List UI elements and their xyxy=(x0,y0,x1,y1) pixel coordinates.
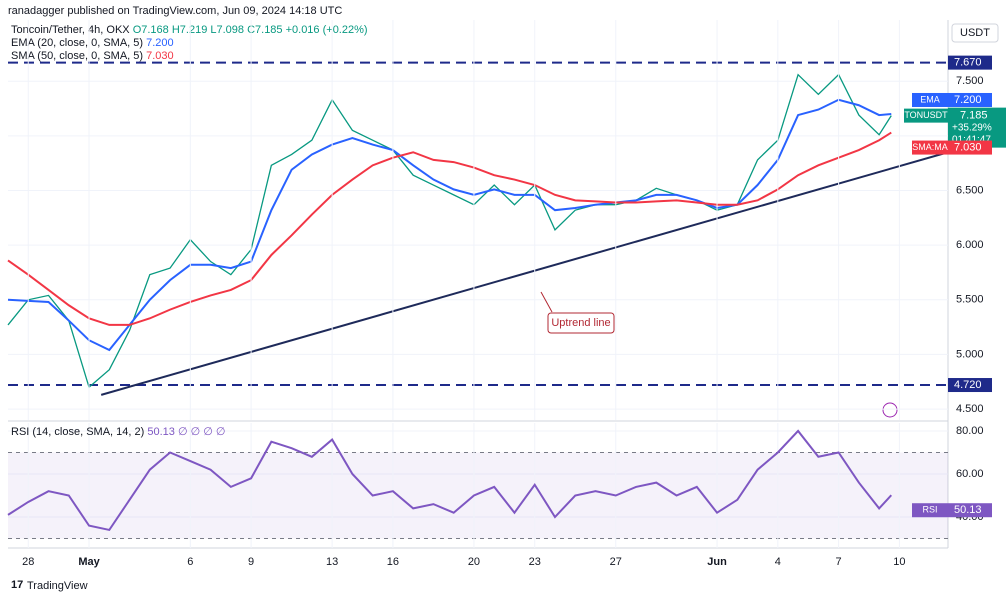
legend-part: 50.13 xyxy=(147,426,175,438)
x-tick-label: 10 xyxy=(893,556,905,568)
y-tick-label: 6.500 xyxy=(956,184,984,196)
tag-name-box xyxy=(912,503,948,518)
level-label: 4.720 xyxy=(954,379,982,391)
tag-name: EMA xyxy=(920,94,940,104)
publisher: ranadagger published on TradingView.com,… xyxy=(8,5,342,17)
x-tick-label: 4 xyxy=(775,556,781,568)
symbol-tag-label: TONUSDT xyxy=(904,110,948,120)
series-line xyxy=(7,429,893,532)
x-tick-label: 16 xyxy=(387,556,399,568)
x-tick-label: 28 xyxy=(22,556,34,568)
footer: TradingView xyxy=(27,580,88,592)
footer-logo: 17 xyxy=(11,579,23,591)
symbol-tag xyxy=(904,108,948,123)
y-tick-label: 80.00 xyxy=(956,425,984,437)
legend-part: ∅ ∅ ∅ ∅ xyxy=(178,426,226,438)
y-tick-label: 5.500 xyxy=(956,294,984,306)
level-tag xyxy=(948,55,992,70)
legend-entry: EMA (20, close, 0, SMA, 5) 7.200 xyxy=(11,37,174,49)
annotation-box xyxy=(547,312,615,334)
legend-part: Toncoin/Tether, 4h, OKX xyxy=(11,24,130,36)
legend-part: O7.168 H7.219 L7.098 C7.185 +0.016 (+0.2… xyxy=(133,24,368,36)
y-tick-label: 7.500 xyxy=(956,75,984,87)
series-line xyxy=(7,98,892,352)
tag-value: 50.13 xyxy=(954,504,982,516)
price-tag-countdown: 01:41:47 xyxy=(952,134,991,145)
legend-entry: Toncoin/Tether, 4h, OKX O7.168 H7.219 L7… xyxy=(11,24,368,36)
x-tick-label: 7 xyxy=(836,556,842,568)
tag-value: 7.030 xyxy=(954,141,982,153)
tag-name: SMA:MA xyxy=(912,142,948,152)
y-tick-label: 5.000 xyxy=(956,348,984,360)
tag-name-box xyxy=(912,92,948,107)
level-label: 7.670 xyxy=(954,57,982,69)
x-tick-label: 9 xyxy=(248,556,254,568)
x-tick-label: May xyxy=(78,556,100,568)
level-tag xyxy=(948,378,992,393)
currency: USDT xyxy=(960,27,990,39)
annotation: Uptrend line xyxy=(551,317,610,329)
x-tick-label: 27 xyxy=(610,556,622,568)
x-tick-label: Jun xyxy=(707,556,727,568)
price-tag-change: +35.29% xyxy=(952,122,992,133)
legend-part: 7.030 xyxy=(146,50,174,62)
x-tick-label: 23 xyxy=(529,556,541,568)
annotation-pointer xyxy=(540,291,553,313)
legend-part: EMA (20, close, 0, SMA, 5) xyxy=(11,37,143,49)
y-tick-label: 60.00 xyxy=(956,468,984,480)
series-line xyxy=(7,131,892,326)
tag-name: RSI xyxy=(922,505,937,515)
series-line xyxy=(7,73,892,389)
x-tick-label: 13 xyxy=(326,556,338,568)
legend-part: SMA (50, close, 0, SMA, 5) xyxy=(11,50,143,62)
legend-part: 7.200 xyxy=(146,37,174,49)
x-tick-label: 20 xyxy=(468,556,480,568)
alert-icon[interactable] xyxy=(882,402,898,418)
tag xyxy=(948,92,992,107)
x-tick-label: 6 xyxy=(187,556,193,568)
legend-entry: SMA (50, close, 0, SMA, 5) 7.030 xyxy=(11,50,174,62)
tag-name-box xyxy=(912,140,948,155)
legend-part: RSI (14, close, SMA, 14, 2) xyxy=(11,426,144,438)
y-tick-label: 4.500 xyxy=(956,403,984,415)
price-tag-value: 7.185 xyxy=(960,110,988,122)
currency-box[interactable] xyxy=(951,23,999,43)
trend-line xyxy=(100,151,949,396)
tag xyxy=(948,140,992,155)
y-tick-label: 6.000 xyxy=(956,239,984,251)
tag-value: 7.200 xyxy=(954,94,982,106)
rsi-band xyxy=(8,452,948,539)
tag xyxy=(948,503,992,518)
legend-entry: RSI (14, close, SMA, 14, 2) 50.13 ∅ ∅ ∅ … xyxy=(11,426,225,438)
